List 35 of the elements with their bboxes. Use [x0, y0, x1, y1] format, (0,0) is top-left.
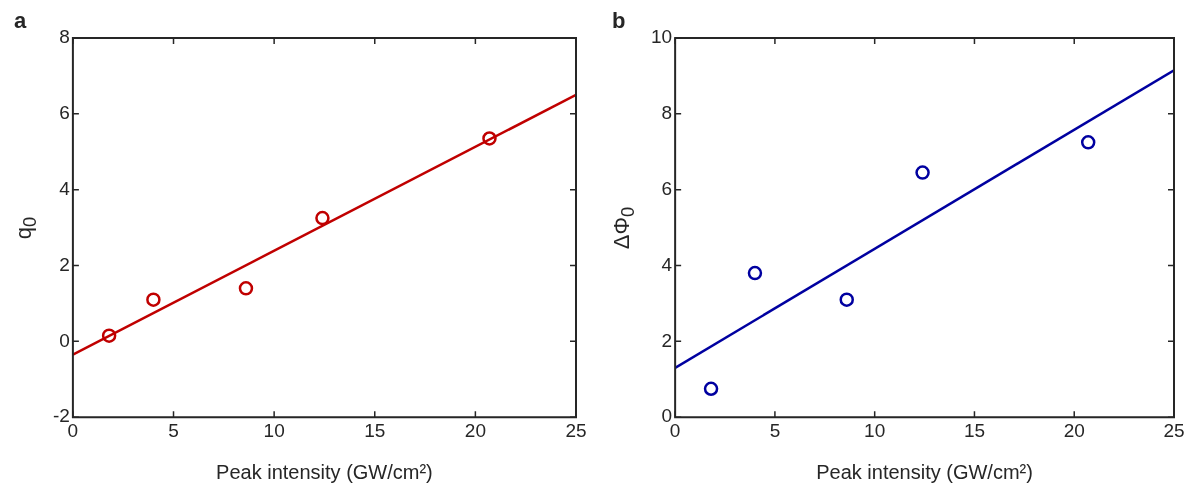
x-tick-label: 5 — [769, 419, 781, 441]
x-tick-label: 15 — [963, 419, 986, 441]
y-tick-label: 10 — [650, 26, 673, 48]
x-tick-label: 25 — [565, 419, 587, 441]
y-tick-label: 6 — [59, 102, 70, 124]
point — [238, 281, 254, 296]
point — [1080, 135, 1096, 150]
y-tick-label: -2 — [52, 405, 70, 427]
x-axis-title: Peak intensity (GW/cm²) — [215, 461, 434, 484]
y-tick-label: 4 — [59, 177, 71, 199]
y-tick-label: 8 — [59, 26, 70, 48]
x-tick-label: 10 — [263, 419, 285, 441]
y-tick-label: 8 — [661, 102, 673, 124]
point — [101, 328, 117, 343]
x-tick-label: 20 — [1063, 419, 1085, 441]
point — [839, 292, 854, 307]
y-tick-label: 2 — [661, 329, 673, 351]
x-tick-label: 10 — [864, 419, 886, 441]
y-tick-label: 4 — [661, 253, 673, 275]
point — [703, 381, 719, 397]
x-tick-label: 25 — [1163, 419, 1185, 441]
point — [146, 292, 161, 307]
y-tick-label: 6 — [661, 177, 673, 199]
x-tick-label: 20 — [464, 419, 486, 441]
x-tick-label: 15 — [364, 419, 386, 441]
chart-title: b — [612, 8, 626, 34]
point — [315, 210, 330, 226]
point — [747, 265, 763, 281]
point — [482, 131, 497, 146]
point — [915, 165, 930, 180]
x-tick-label: 5 — [168, 419, 179, 441]
x-axis-title: Peak intensity (GW/cm²) — [815, 461, 1034, 484]
y-tick-label: 0 — [59, 329, 70, 351]
chart-title: a — [14, 8, 27, 34]
y-tick-label: 2 — [59, 253, 70, 275]
